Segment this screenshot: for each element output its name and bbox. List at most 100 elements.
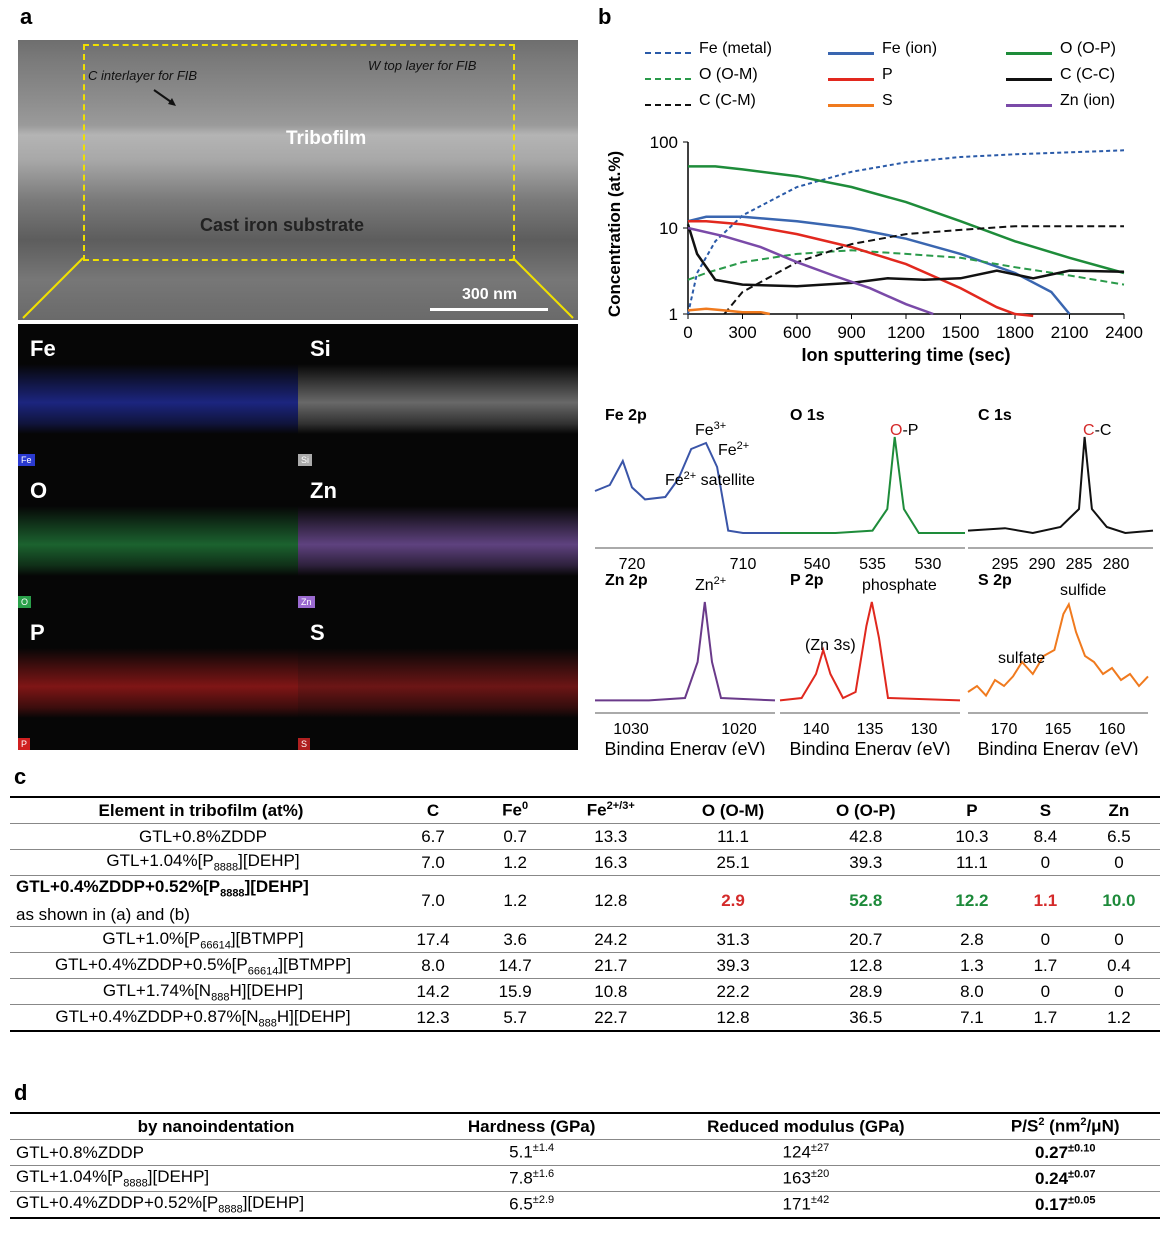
series-line	[688, 219, 1034, 318]
legend-swatch	[828, 104, 874, 107]
eds-map-tag: S	[298, 738, 311, 750]
table-cell: 39.3	[800, 849, 931, 876]
panel-label-d: d	[14, 1080, 28, 1105]
table-cell: 16.3	[556, 849, 666, 876]
spectrum-tick-label: 1030	[613, 721, 649, 738]
spectrum-line	[594, 441, 780, 534]
table-cell: 10.0	[1077, 875, 1160, 928]
peak-label: Fe2+ satellite	[665, 470, 755, 489]
table-cell: 17.4	[392, 926, 475, 954]
spectrum-tick-label: 130	[911, 721, 938, 738]
row-label: GTL+1.04%[P8888][DEHP]	[10, 1165, 422, 1192]
table-d: by nanoindentation Hardness (GPa) Reduced …	[10, 1112, 1160, 1219]
table-row: GTL+0.8%ZDDP 6.7 0.7 13.3 11.1 42.8 10.3 8.4 6.5	[10, 823, 1160, 850]
spectrum-tick-label: 1020	[721, 721, 757, 738]
column-header: O (O-M)	[665, 797, 801, 824]
x-tick-label: 0	[683, 323, 692, 342]
table-cell: 0	[1077, 926, 1160, 954]
table-header-row: by nanoindentation Hardness (GPa) Reduced …	[10, 1113, 1160, 1140]
series-line	[687, 249, 1125, 286]
fib-region-box	[83, 44, 515, 261]
y-axis-title: Concentration (at.%)	[605, 151, 624, 317]
annotation-arrows	[22, 89, 574, 319]
table-cell: 1.7	[1012, 952, 1078, 980]
spectrum-tick-label: 160	[1099, 721, 1126, 738]
legend-entry: Zn (ion)	[1060, 92, 1116, 109]
eds-map-signal	[298, 506, 578, 576]
table-row: GTL+1.04%[P8888][DEHP] 7.8±1.6 163±20 0.24±…	[10, 1165, 1160, 1192]
table-cell: 31.3	[665, 926, 801, 954]
x-axis-title: Ion sputtering time (sec)	[801, 345, 1010, 365]
modulus-cell: 171±42	[782, 1194, 830, 1214]
column-header: Zn	[1077, 797, 1160, 824]
peak-label: phosphate	[862, 577, 937, 594]
peak-label: sulfate	[998, 650, 1045, 667]
eds-map-element: S	[310, 620, 325, 645]
legend-swatch	[1006, 52, 1052, 55]
spectrum-s-2p: S 2p 170 165 160 sulfate sulfide Binding Energ…	[967, 572, 1149, 755]
scale-bar	[430, 308, 548, 311]
table-cell: 7.1	[960, 1007, 984, 1027]
spectrum-tick-label: 720	[619, 556, 646, 573]
table-cell: 1.3	[930, 952, 1013, 980]
table-cell: 1.1	[1012, 875, 1078, 928]
eds-map-tag: O	[18, 596, 32, 608]
table-row: GTL+1.04%[P8888][DEHP] 7.0 1.2 16.3 25.1 39.3…	[10, 849, 1160, 876]
spectrum-fe-2p: Fe 2p 720 710 Fe3+Fe2+ Fe2+ satellite	[594, 407, 780, 573]
table-row: GTL+0.4%ZDDP+0.52%[P8888][DEHP] as shown …	[10, 875, 1160, 928]
x-tick-label: 1800	[996, 323, 1034, 342]
table-cell: 8.0	[930, 978, 1013, 1006]
panel-label-c: c	[14, 764, 27, 789]
eds-map-element: P	[30, 620, 45, 645]
table-cell: 0	[1077, 978, 1160, 1006]
spectrum-tick-label: 165	[1045, 721, 1072, 738]
spectrum-tick-label: 540	[804, 556, 831, 573]
spectrum-x-label: Binding Energy (eV)	[604, 739, 765, 755]
table-cell: 13.3	[556, 823, 666, 850]
table-cell: 1.7	[1033, 1007, 1058, 1027]
spectrum-title: C 1s	[978, 407, 1012, 424]
table-row: GTL+1.0%[P66614][BTMPP] 17.4 3.6 24.2 31.3 20…	[10, 926, 1160, 954]
table-cell: 12.8	[800, 952, 931, 980]
table-cell: 11.1	[665, 823, 801, 850]
modulus-cell: 124±27	[641, 1139, 971, 1166]
legend-entry: S	[882, 92, 893, 109]
spectrum-line	[967, 436, 1154, 535]
table-row: GTL+0.4%ZDDP+0.87%[N888H][DEHP] 12.3 5.7 22…	[10, 1005, 1160, 1032]
table-cell: 14.2	[392, 978, 475, 1006]
panel-label-b: b	[598, 4, 612, 29]
table-row: GTL+0.4%ZDDP+0.5%[P66614][BTMPP] 8.0 14.7 2…	[10, 952, 1160, 980]
spectrum-title: S 2p	[978, 572, 1012, 589]
substrate-label: Cast iron substrate	[200, 215, 365, 235]
xps-spectra: Fe 2p 720 710 Fe3+Fe2+ Fe2+ satellite O 1s 540…	[594, 407, 1154, 755]
x-tick-label: 900	[837, 323, 865, 342]
row-label: GTL+1.04%[P8888][DEHP]	[10, 849, 392, 876]
x-tick-label: 600	[783, 323, 811, 342]
ps2-cell: 0.24±0.07	[970, 1165, 1160, 1192]
table-cell: 10.8	[556, 978, 666, 1006]
y-tick-label: 100	[650, 133, 678, 152]
column-header: O (O-P)	[800, 797, 931, 824]
table-cell: 12.8	[556, 875, 666, 928]
eds-map-zn: Zn Zn	[298, 466, 578, 608]
spectrum-x-label: Binding Energy (eV)	[977, 739, 1138, 755]
spectrum-c-1s: C 1s 295 290 285 280 C-C	[967, 407, 1154, 573]
table-cell: 39.3	[665, 952, 801, 980]
row-label: GTL+1.74%[N888H][DEHP]	[10, 978, 392, 1006]
table-cell: 36.5	[849, 1007, 883, 1027]
eds-map-tag: Si	[298, 454, 313, 466]
table-cell: 12.2	[930, 875, 1013, 928]
column-header: Element in tribofilm (at%)	[10, 797, 392, 824]
w-top-label: W top layer for FIB	[368, 58, 477, 73]
modulus-cell: 163±20	[641, 1165, 971, 1192]
x-tick-label: 300	[728, 323, 756, 342]
table-cell: 11.1	[930, 849, 1013, 876]
table-cell: 28.9	[800, 978, 931, 1006]
table-cell: 7.0	[392, 875, 475, 928]
table-cell: 0.4	[1077, 952, 1160, 980]
series-line	[686, 224, 1125, 288]
eds-map-signal	[298, 648, 578, 718]
table-row: GTL+0.8%ZDDP 5.1±1.4 124±27 0.27±0.10	[10, 1139, 1160, 1166]
row-label: GTL+0.8%ZDDP	[10, 823, 392, 850]
